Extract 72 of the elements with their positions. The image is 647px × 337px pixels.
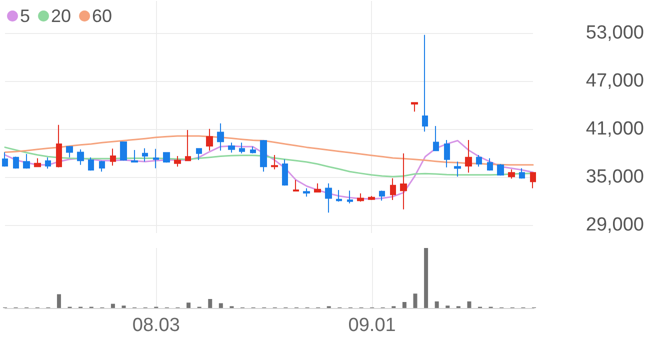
candlestick	[185, 129, 191, 162]
bar	[434, 301, 439, 308]
bar	[56, 294, 61, 308]
x-tick-label: 08.03	[132, 315, 180, 336]
candlestick	[379, 190, 385, 202]
candlestick	[13, 156, 19, 170]
candlestick	[390, 178, 396, 200]
candlestick	[368, 195, 375, 200]
candlestick	[217, 122, 224, 152]
candlestick	[519, 168, 525, 180]
candlestick	[239, 142, 245, 154]
candlestick	[142, 148, 148, 162]
candlestick	[303, 188, 310, 198]
candlestick	[153, 148, 159, 169]
candlestick	[99, 160, 105, 172]
candlestick	[282, 158, 288, 186]
candlestick	[228, 142, 235, 154]
candlestick	[174, 155, 181, 168]
bar	[413, 294, 418, 308]
candlestick	[2, 152, 8, 168]
bar	[186, 302, 191, 308]
candlestick	[422, 34, 428, 132]
candlestick	[508, 168, 515, 180]
line-series	[4, 140, 534, 200]
candlestick	[250, 146, 256, 154]
legend-label: 5	[20, 6, 30, 26]
x-tick-label: 09.01	[348, 315, 396, 336]
candlestick	[120, 141, 127, 162]
candlestick	[163, 152, 170, 164]
candlestick	[45, 156, 51, 170]
y-tick-label: 29,000	[586, 214, 644, 236]
candlestick	[260, 139, 267, 172]
bar	[218, 303, 223, 308]
candlestick	[444, 139, 450, 168]
candlestick	[110, 148, 116, 166]
candlestick	[497, 163, 504, 176]
candlestick	[357, 192, 364, 202]
bar	[208, 299, 212, 308]
candlestick	[476, 154, 482, 168]
candlestick	[131, 149, 138, 163]
candlestick	[66, 145, 73, 158]
legend-label: 60	[92, 6, 112, 26]
y-tick-label: 41,000	[586, 118, 644, 140]
legend-label: 20	[51, 6, 72, 26]
candlestick	[34, 158, 41, 168]
y-tick-label: 47,000	[586, 70, 644, 92]
candlestick	[206, 128, 213, 152]
candlestick	[77, 148, 84, 166]
candlestick	[347, 190, 353, 204]
y-tick-label: 35,000	[586, 166, 644, 188]
candlestick	[271, 154, 278, 170]
candlestick	[23, 153, 30, 170]
bar	[467, 301, 472, 308]
candlestick	[454, 161, 461, 178]
candlestick	[293, 179, 299, 192]
bar	[402, 302, 406, 308]
candlestick	[465, 139, 472, 174]
bar	[424, 248, 428, 308]
candlestick	[196, 148, 202, 160]
candlestick	[530, 172, 536, 189]
candlestick	[433, 125, 439, 152]
candlestick	[400, 152, 407, 210]
candlestick	[314, 182, 321, 192]
bar	[110, 304, 115, 308]
y-tick-label: 53,000	[586, 22, 644, 44]
candlestick	[325, 182, 332, 214]
candlestick	[336, 189, 342, 202]
candlestick	[56, 124, 62, 168]
candlestick	[411, 102, 418, 112]
line-series	[4, 135, 534, 166]
candlestick	[88, 156, 94, 172]
candlestick	[487, 158, 493, 172]
